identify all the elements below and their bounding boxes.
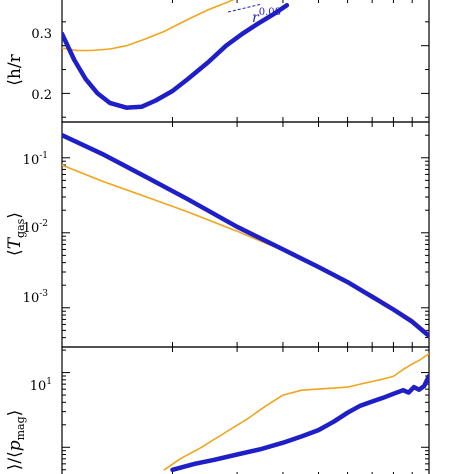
orange-series-line-panel-3 [163,352,429,471]
middle-ytick-label: 10-3 [23,289,49,306]
middle-y-axis-label: ⟨Tgas⟩ [5,212,27,256]
middle-ytick-label: 10-2 [23,219,48,236]
blue-series-line-panel-2 [62,132,429,339]
top-ytick-label: 0.2 [31,88,52,103]
blue-series-line-panel-1 [62,2,290,110]
bottom-y-axis-label: ⟩/⟨pmag⟩ [5,410,27,471]
middle-ytick-label: 10-1 [23,151,48,168]
curves [62,0,429,473]
tick-marks [61,0,430,474]
orange-series-line-panel-2 [62,164,429,335]
top-y-axis-label: ⟨h/r [5,53,25,85]
orange-series-line-panel-1 [62,0,235,52]
top-ytick-label: 0.3 [31,27,52,42]
annotation-power-law: r0.08 [252,7,281,26]
bottom-panel-frame [61,346,430,474]
blue-series-line-panel-3 [170,373,429,473]
bottom-ytick-label: 101 [30,377,52,394]
annotation-leader-line [227,3,263,13]
